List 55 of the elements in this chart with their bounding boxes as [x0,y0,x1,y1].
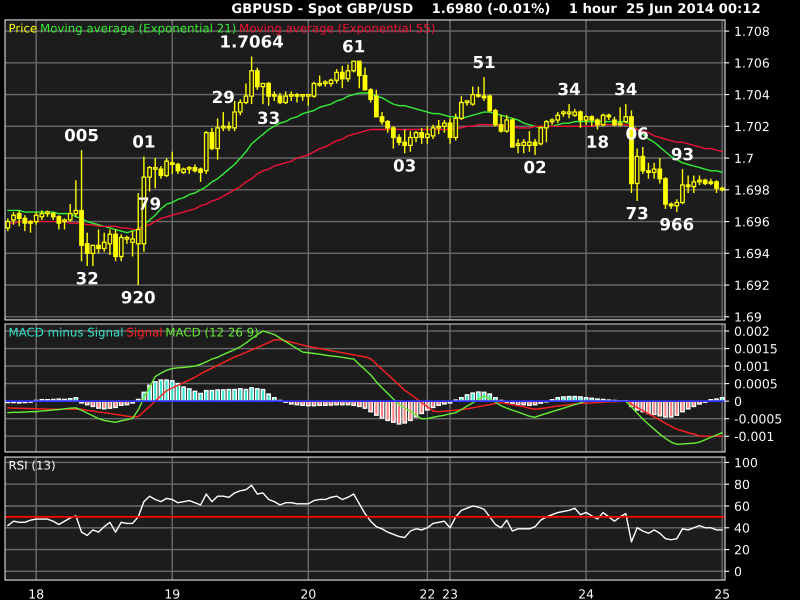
y-tick-label: 100 [735,458,758,468]
x-tick-label: 20 [301,589,316,599]
annotation: 32 [76,272,98,284]
text: Moving average (Exponential 55) [240,23,434,35]
y-tick-label: -0.001 [734,432,774,442]
annotation: 03 [394,159,415,172]
x-tick-label: 24 [579,589,594,599]
y-tick-label: 0.001 [734,362,769,371]
x-tick-label: 25 [715,589,730,599]
annotation: 1.7064 [221,35,284,48]
y-tick-label: 1.7 [735,154,753,163]
y-tick-label: -0.0005 [734,414,782,424]
x-tick-label: 19 [166,589,180,599]
annotation: 18 [588,135,608,148]
annotation: 02 [524,160,546,174]
y-tick-label: 1.708 [735,26,769,36]
y-tick-label: 1.692 [735,280,769,290]
text: Price [10,23,37,33]
x-tick-label: 18 [30,589,44,599]
y-tick-label: 0.0015 [734,344,777,354]
y-tick-label: 0.002 [734,326,769,336]
annotation: 73 [626,206,648,220]
annotation: 005 [64,128,98,142]
y-tick-label: 0 [734,566,742,576]
annotation: 920 [122,290,155,304]
annotation: 01 [133,135,154,148]
chart-title: GBPUSD - Spot GBP/USD 1.6980 (-0.01%) 1 hour 25 Jun 2014 00:12 [232,3,760,16]
text: Moving average (Exponential 21) [41,23,236,35]
text: Signal [127,327,162,339]
annotation: 966 [660,218,694,230]
series-label: MACD (12 26 9) [166,327,258,338]
y-tick-label: 60 [734,501,750,511]
y-tick-label: 0.0005 [734,379,777,389]
y-tick-label: 1.704 [735,90,770,100]
annotation: 93 [672,148,693,160]
y-tick-label: 1.696 [735,217,770,226]
x-tick-label: 23 [443,589,457,599]
y-tick-label: 1.69 [735,312,761,322]
y-tick-label: 1.698 [735,185,769,195]
text: RSI (13) [10,460,55,472]
y-tick-label: 80 [734,480,750,490]
annotation: 34 [558,82,580,96]
y-tick-label: 20 [734,545,750,554]
annotation: 34 [615,82,637,96]
y-tick-label: 40 [734,523,750,533]
y-tick-label: 1.694 [735,248,770,258]
y-tick-label: 1.702 [735,122,769,132]
y-tick-label: 1.706 [735,58,770,68]
annotation: 61 [343,40,364,52]
annotation: 51 [474,56,495,68]
text: MACD minus Signal [10,327,122,339]
x-tick-label: 22 [420,589,434,599]
y-tick-label: 0 [734,396,742,406]
annotation: 33 [258,112,279,124]
annotation: 29 [212,90,234,104]
